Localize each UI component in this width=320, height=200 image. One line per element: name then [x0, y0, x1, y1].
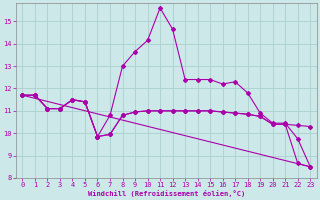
X-axis label: Windchill (Refroidissement éolien,°C): Windchill (Refroidissement éolien,°C)	[88, 190, 245, 197]
